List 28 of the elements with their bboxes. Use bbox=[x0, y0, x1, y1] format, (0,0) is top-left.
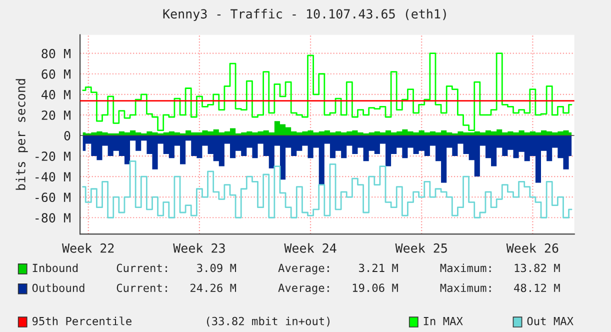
legend-label: 95th Percentile bbox=[32, 316, 132, 326]
y-tick-label: -80 M bbox=[36, 213, 70, 223]
legend-label: Inbound bbox=[32, 264, 78, 272]
y-tick-label: 60 M bbox=[42, 69, 70, 79]
legend-label: Out MAX bbox=[527, 316, 574, 326]
y-tick-label: 0 bbox=[64, 130, 70, 140]
text: Maximum: 48.12 M bbox=[440, 283, 560, 292]
y-tick-label: 40 M bbox=[42, 90, 70, 100]
x-tick-label: Week 22 bbox=[62, 243, 114, 253]
text: Maximum: 13.82 M bbox=[440, 264, 560, 272]
y-tick-label: -60 M bbox=[36, 192, 70, 202]
y-tick-label: 20 M bbox=[42, 110, 70, 120]
y-tick-label: -20 M bbox=[36, 152, 70, 161]
y-tick-label: -40 M bbox=[36, 172, 70, 182]
legend-label: In MAX bbox=[424, 317, 463, 326]
y-tick-label: 80 M bbox=[42, 48, 70, 58]
chart-title: Kenny3 - Traffic - 10.107.43.65 (eth1) bbox=[163, 8, 446, 22]
text: Average: 19.06 M bbox=[278, 284, 398, 294]
y-axis-title: bits per second bbox=[16, 79, 28, 190]
x-tick-label: Week 26 bbox=[506, 243, 558, 253]
text: (33.82 mbit in+out) bbox=[206, 316, 330, 327]
text: Average: 3.21 M bbox=[278, 264, 398, 274]
legend-label: Outbound bbox=[32, 283, 84, 292]
x-tick-label: Week 24 bbox=[284, 243, 336, 253]
text: Current: 3.09 M bbox=[116, 264, 236, 272]
x-tick-label: Week 23 bbox=[173, 243, 225, 253]
x-tick-label: Week 25 bbox=[395, 243, 447, 253]
text: Current: 24.26 M bbox=[116, 284, 236, 292]
